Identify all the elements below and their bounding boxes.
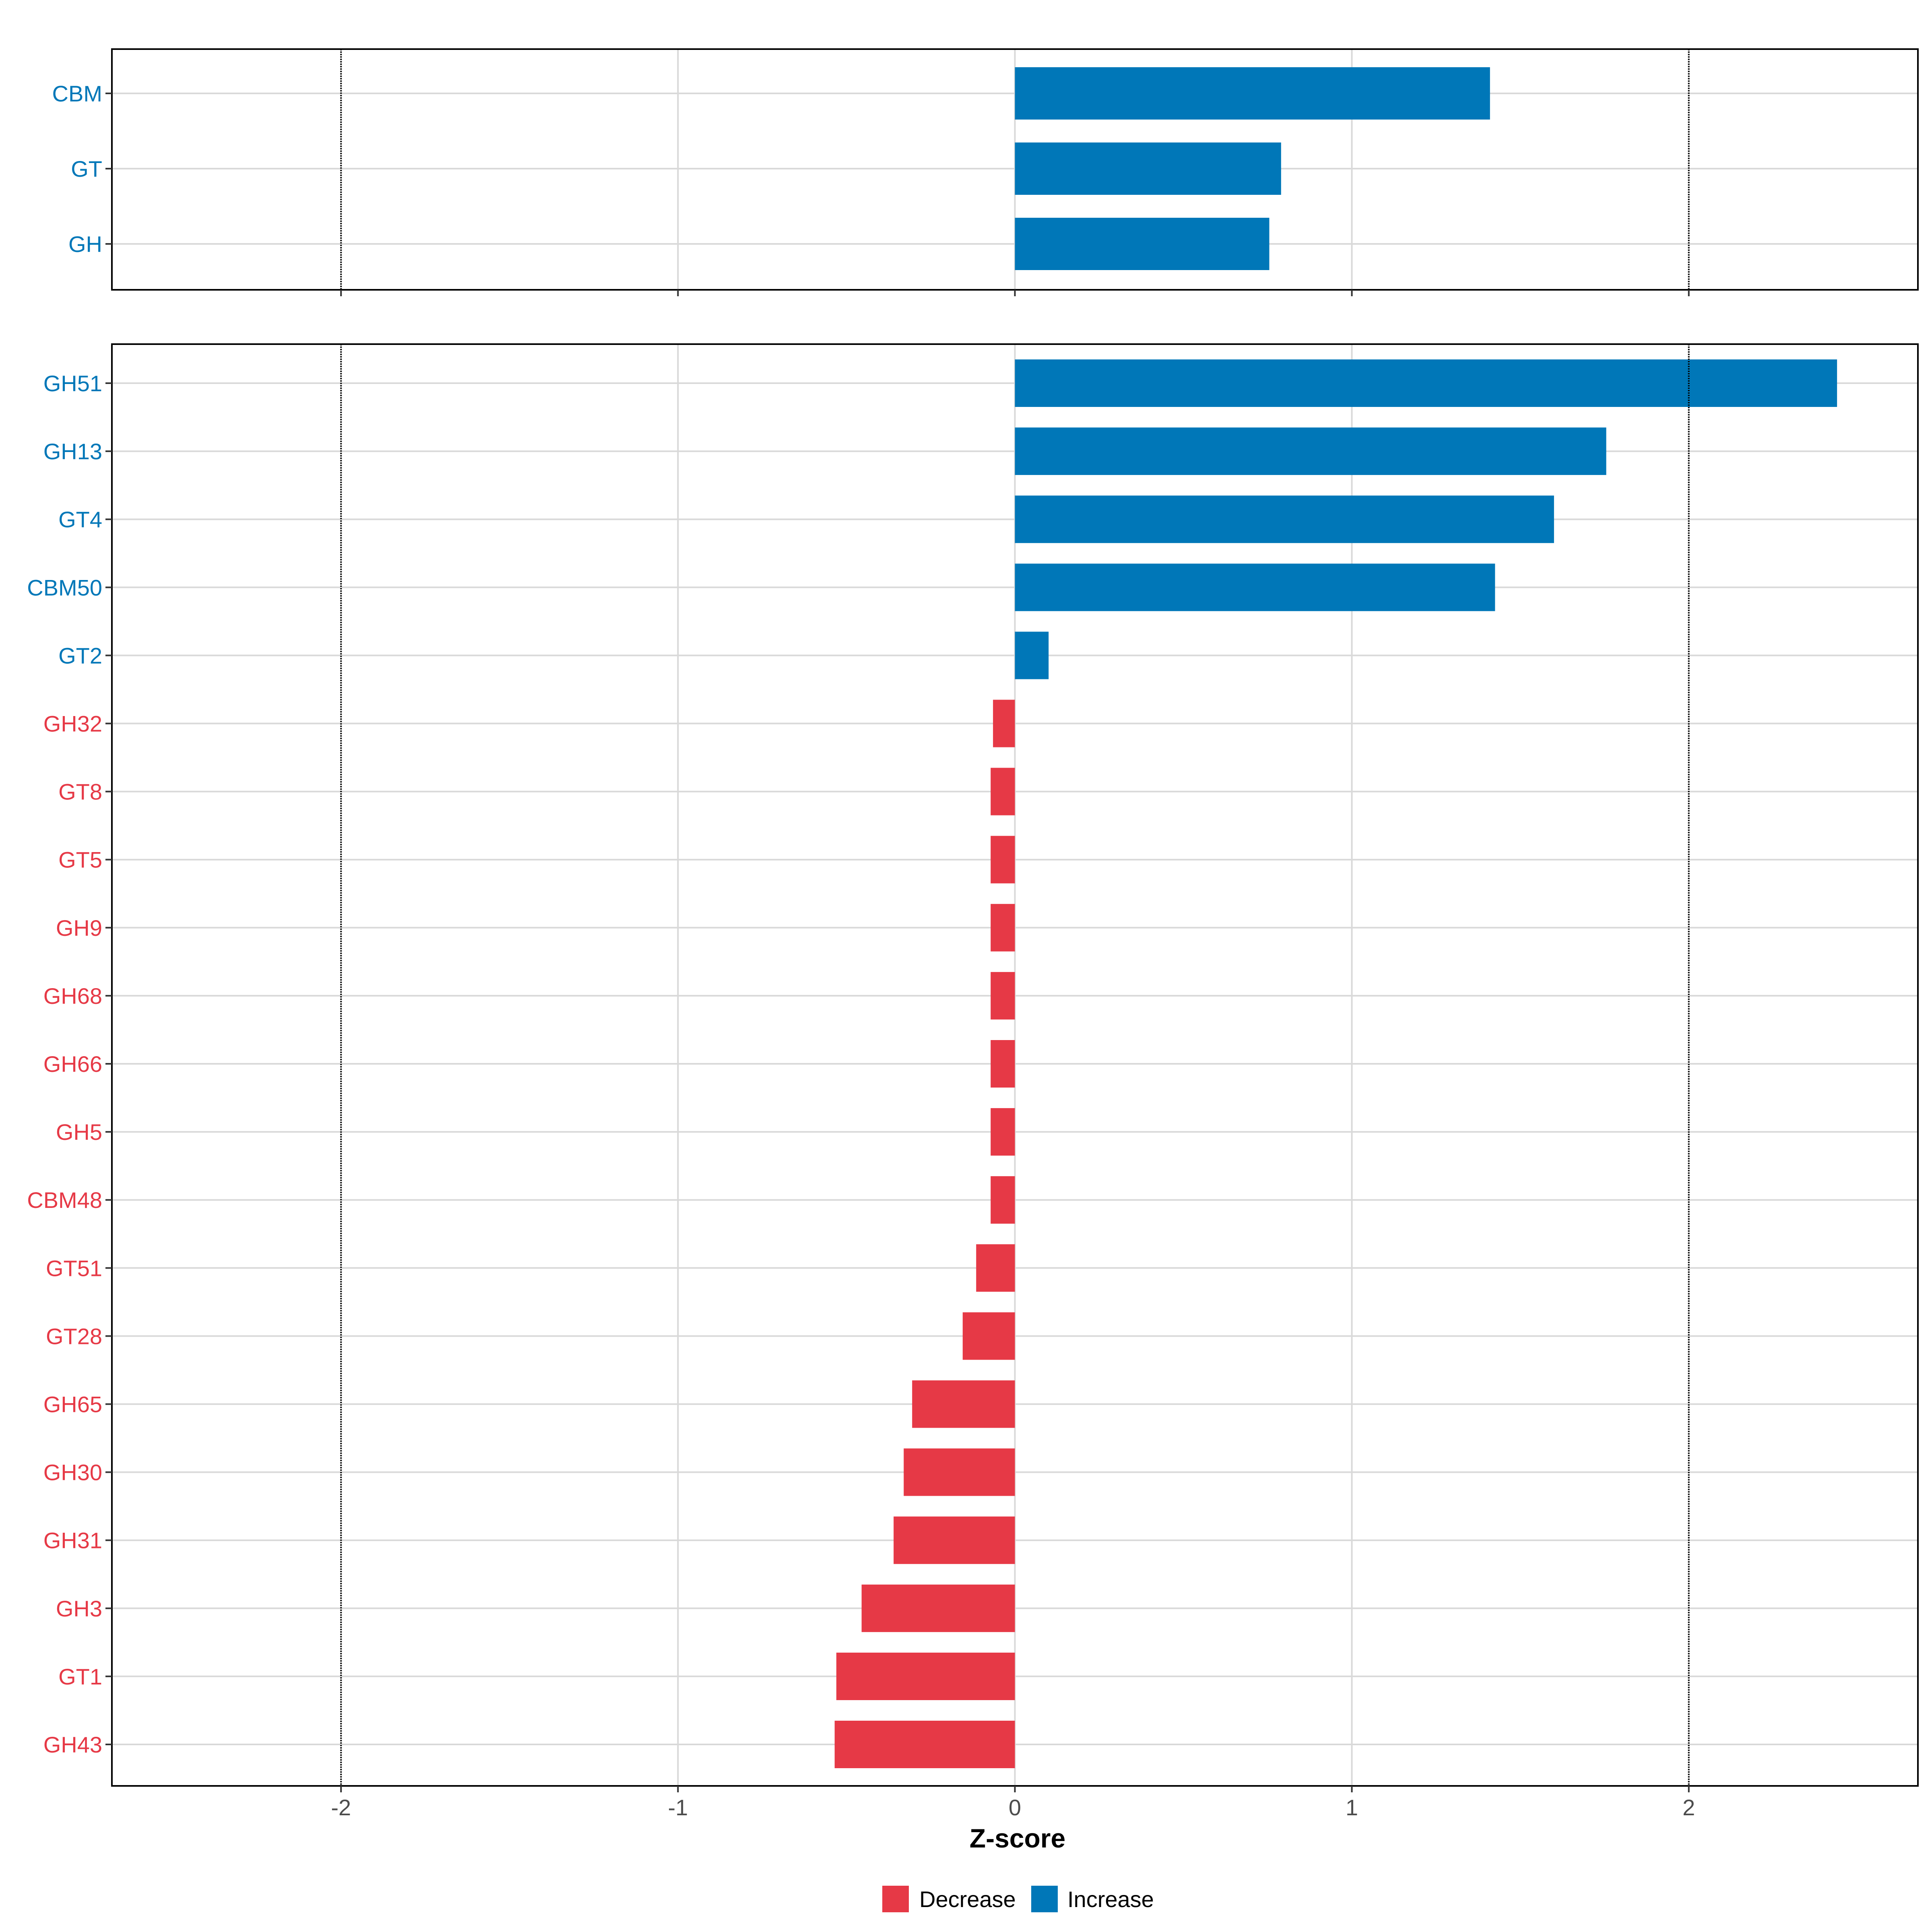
y-tick-label: GH68 — [43, 983, 102, 1009]
bar-gh51 — [1015, 359, 1837, 407]
y-tick-label: CBM50 — [27, 575, 102, 600]
y-tick-label: GH51 — [43, 371, 102, 396]
top-panel: CBM GT GH — [52, 48, 1919, 296]
y-tick-label: GT4 — [58, 507, 102, 532]
y-tick-label: GH30 — [43, 1460, 102, 1485]
bar-gt2 — [1015, 632, 1049, 679]
bar-gh9 — [991, 904, 1015, 952]
y-tick-label: GH9 — [56, 915, 102, 941]
y-tick-label: GT28 — [46, 1323, 102, 1349]
bar-gt1 — [836, 1652, 1015, 1700]
y-tick-label: GH66 — [43, 1051, 102, 1077]
y-tick-label: GT51 — [46, 1255, 102, 1281]
legend-label-increase: Increase — [1067, 1887, 1154, 1912]
bar-cbm48 — [991, 1176, 1015, 1224]
legend-label-decrease: Decrease — [919, 1887, 1016, 1912]
y-tick-label: GH — [68, 231, 102, 257]
bar-gh32 — [993, 700, 1015, 747]
y-tick-label: GH43 — [43, 1732, 102, 1757]
x-tick-label: -1 — [668, 1795, 688, 1820]
bar-gt51 — [976, 1244, 1015, 1292]
legend: Decrease Increase — [882, 1886, 1154, 1912]
y-tick-label: CBM — [52, 81, 102, 106]
x-tick-label: -2 — [331, 1795, 351, 1820]
bar-gh5 — [991, 1108, 1015, 1156]
bar-gt — [1015, 142, 1281, 195]
y-tick-label: GT — [71, 156, 102, 182]
bar-gt4 — [1015, 495, 1554, 543]
y-tick-label: GH5 — [56, 1119, 102, 1145]
x-axis: -2 -1 0 1 2 — [331, 1795, 1695, 1820]
bar-gh68 — [991, 972, 1015, 1020]
x-axis-title: Z-score — [970, 1823, 1065, 1853]
y-tick-label: GT1 — [58, 1664, 102, 1689]
bar-cbm — [1015, 67, 1490, 120]
y-tick-label: GT5 — [58, 847, 102, 873]
bar-gh43 — [834, 1721, 1015, 1768]
bar-gh13 — [1015, 427, 1606, 475]
bar-cbm50 — [1015, 564, 1495, 611]
y-tick-label: CBM48 — [27, 1187, 102, 1213]
y-tick-label: GH13 — [43, 439, 102, 464]
y-tick-label: GH31 — [43, 1528, 102, 1553]
bar-gh3 — [861, 1584, 1015, 1632]
bar-gh65 — [912, 1380, 1015, 1428]
x-tick-label: 0 — [1009, 1795, 1021, 1820]
bar-gh30 — [904, 1448, 1015, 1496]
legend-swatch-increase — [1031, 1886, 1058, 1912]
bar-gh — [1015, 218, 1269, 270]
y-tick-label: GT8 — [58, 779, 102, 805]
legend-swatch-decrease — [882, 1886, 909, 1912]
bar-gt28 — [962, 1312, 1015, 1360]
x-tick-label: 1 — [1346, 1795, 1358, 1820]
bar-gt5 — [991, 836, 1015, 883]
bar-gh66 — [991, 1040, 1015, 1088]
y-tick-label: GT2 — [58, 643, 102, 668]
x-tick-label: 2 — [1682, 1795, 1695, 1820]
y-tick-label: GH32 — [43, 711, 102, 737]
bottom-panel: GH51 GH13 GT4 CBM50 GT2 GH32 GT8 GT5 GH9 GH68 GH66… — [27, 343, 1919, 1792]
y-tick-label: GH65 — [43, 1392, 102, 1417]
bar-gt8 — [991, 768, 1015, 815]
y-tick-label: GH3 — [56, 1596, 102, 1621]
bar-gh31 — [894, 1516, 1015, 1564]
